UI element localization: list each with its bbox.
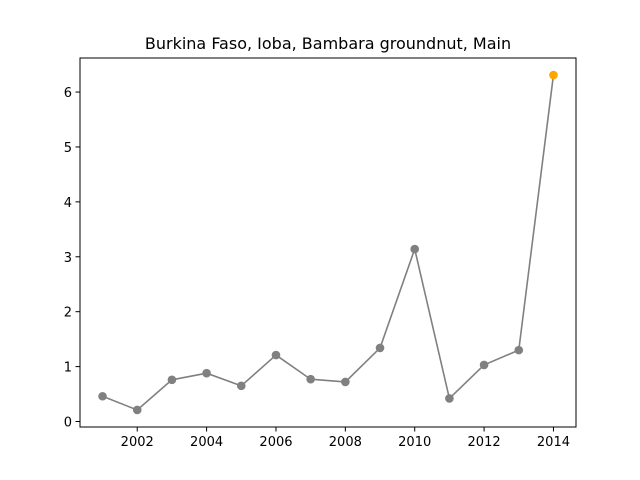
data-point xyxy=(514,345,524,355)
data-point xyxy=(167,375,177,385)
y-tick-label: 3 xyxy=(64,251,72,266)
y-tick-label: 4 xyxy=(64,196,72,211)
x-tick-label: 2014 xyxy=(537,435,570,450)
data-point xyxy=(271,350,281,360)
x-tick-label: 2010 xyxy=(398,435,431,450)
data-point xyxy=(236,381,246,391)
data-point xyxy=(479,360,489,370)
x-tick-label: 2006 xyxy=(259,435,292,450)
y-tick-label: 0 xyxy=(64,416,72,431)
data-point xyxy=(375,343,385,353)
axes-frame xyxy=(79,57,577,428)
plot-area: 2002 2004 2006 2008 2010 2012 2014 0 1 2 3 4 5 6 xyxy=(64,70,570,450)
y-tick-label: 2 xyxy=(64,306,72,321)
x-tick-label: 2002 xyxy=(121,435,154,450)
x-tick-label: 2012 xyxy=(468,435,501,450)
data-point xyxy=(341,377,350,387)
data-point xyxy=(306,374,315,384)
chart-title: Burkina Faso, Ioba, Bambara groundnut, M… xyxy=(145,34,511,53)
data-point xyxy=(445,394,454,403)
data-point xyxy=(202,368,211,378)
data-point xyxy=(132,405,142,415)
series-line xyxy=(102,74,555,411)
y-tick-label: 1 xyxy=(64,361,72,376)
y-tick-label: 6 xyxy=(64,86,72,101)
data-point xyxy=(410,244,420,254)
x-tick-label: 2004 xyxy=(190,435,223,450)
x-tick-label: 2008 xyxy=(329,435,362,450)
y-tick-label: 5 xyxy=(64,141,72,156)
data-point xyxy=(98,391,107,401)
highlight-point xyxy=(549,70,558,80)
